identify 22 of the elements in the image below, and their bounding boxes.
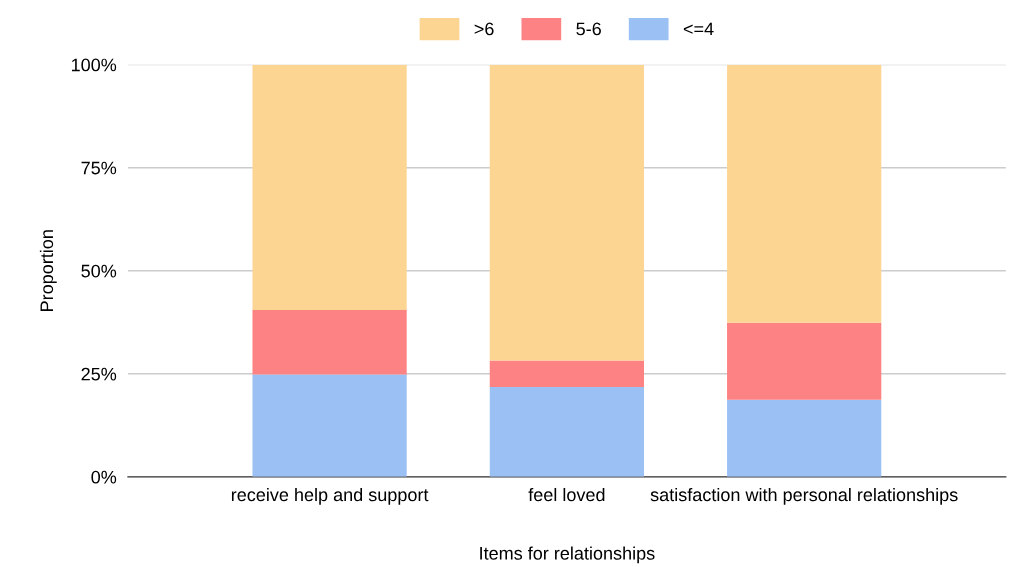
- legend-label: >6: [474, 22, 494, 36]
- y-tick-label: 25%: [81, 367, 117, 381]
- y-tick-label: 100%: [71, 58, 117, 72]
- bar: [252, 374, 407, 477]
- x-tick-label: satisfaction with personal relationships: [650, 487, 958, 505]
- bar: [727, 399, 882, 477]
- y-tick-label: 75%: [81, 161, 117, 175]
- bar: [252, 309, 407, 375]
- x-tick-label: receive help and support: [231, 487, 429, 505]
- bar: [727, 64, 882, 323]
- y-tick-label: 0%: [91, 470, 117, 484]
- y-axis-title: Proportion: [39, 230, 57, 311]
- legend-label: <=4: [683, 22, 714, 36]
- x-axis-title: Items for relationships: [480, 546, 655, 564]
- bar: [489, 64, 644, 361]
- legend-label: 5-6: [576, 22, 601, 36]
- bar: [727, 322, 882, 400]
- bar: [252, 64, 407, 310]
- bar: [489, 386, 644, 477]
- y-tick-label: 50%: [81, 264, 117, 278]
- bar: [489, 360, 644, 387]
- x-tick-label: feel loved: [528, 487, 605, 502]
